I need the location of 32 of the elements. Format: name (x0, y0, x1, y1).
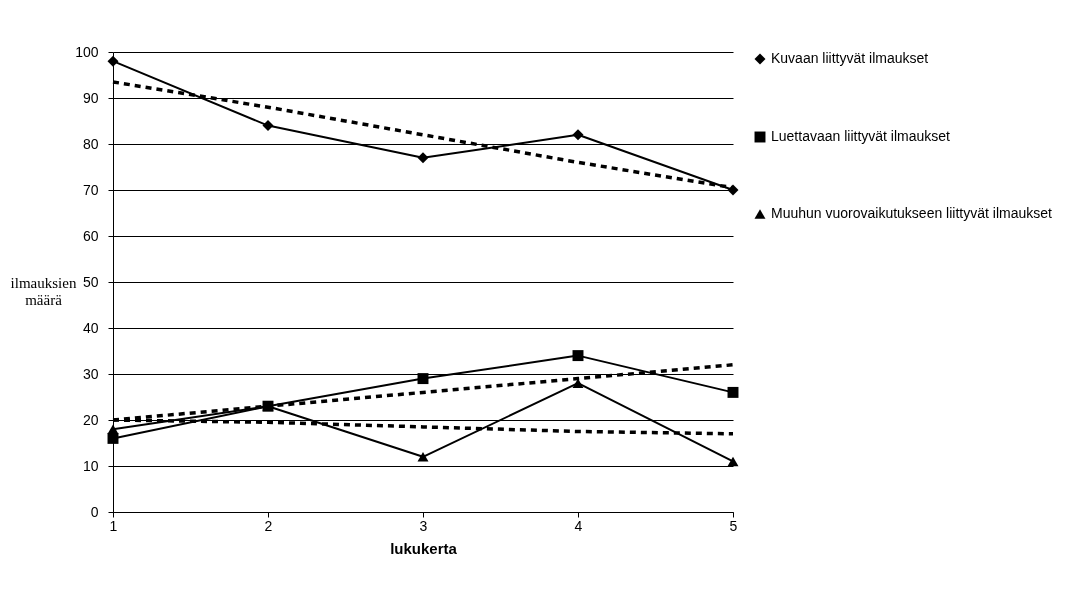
y-tick-label: 30 (82, 365, 99, 382)
legend-label: Luettavaan liittyvät ilmaukset (771, 128, 951, 144)
y-tick-label: 50 (82, 273, 99, 290)
x-tick-label: 3 (419, 517, 428, 534)
point (727, 386, 739, 398)
point (572, 129, 584, 141)
x-tick-label: 2 (264, 517, 273, 534)
point (262, 120, 274, 132)
point (417, 373, 429, 385)
y-tick-label: 70 (82, 181, 99, 198)
x-tick-label: 5 (729, 517, 738, 534)
point (417, 152, 429, 164)
y-tick-label: 100 (75, 43, 99, 60)
y-tick-label: 20 (82, 411, 99, 428)
x-axis-title: lukukerta (390, 539, 458, 557)
point (107, 424, 119, 434)
point (727, 184, 739, 196)
legend-label: Kuvaan liittyvät ilmaukset (771, 50, 929, 66)
y-tick-label: 90 (82, 89, 99, 106)
legend-label: Muuhun vuorovaikutukseen liittyvät ilmaukset (771, 205, 1053, 221)
x-tick-label: 1 (109, 517, 118, 534)
y-tick-label: 60 (82, 227, 99, 244)
y-tick-label: 80 (82, 135, 99, 152)
y-tick-label: 0 (90, 503, 99, 520)
x-tick-label: 4 (574, 517, 583, 534)
y-tick-label: 40 (82, 319, 99, 336)
point (417, 452, 429, 462)
point (572, 350, 584, 362)
y-axis-title: ilmauksien määrä (10, 274, 77, 308)
point (107, 55, 119, 67)
point (727, 456, 739, 467)
y-tick-label: 10 (82, 457, 99, 474)
